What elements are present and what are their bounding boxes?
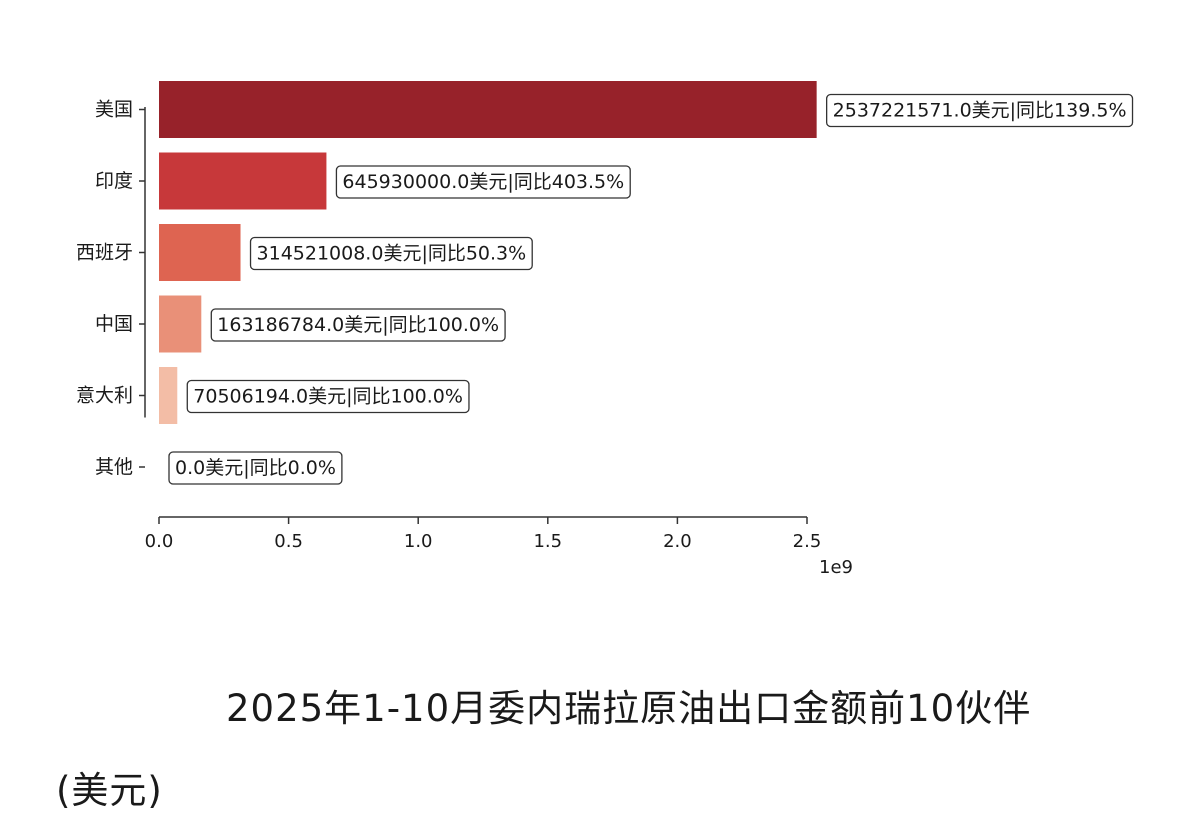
data-label: 163186784.0美元|同比100.0% — [210, 308, 506, 342]
data-label-box — [210, 308, 506, 342]
data-label-box — [249, 236, 533, 271]
y-tick-label: 意大利 — [76, 385, 133, 407]
x-tick-label: 0.5 — [274, 531, 303, 552]
bar-chart: 2537221571.0美元|同比139.5% 645930000.0美元|同比4… — [76, 81, 1134, 579]
bar-3 — [159, 224, 241, 281]
data-label-text: 314521008.0美元|同比50.3% — [257, 243, 527, 265]
data-label-text: 70506194.0美元|同比100.0% — [193, 386, 463, 408]
bar-4 — [159, 295, 202, 353]
x-tick-label: 2.0 — [663, 531, 692, 552]
y-tick-label: 印度 — [95, 170, 133, 192]
data-label-box — [335, 165, 631, 199]
bar-2 — [159, 152, 327, 210]
data-label-text: 163186784.0美元|同比100.0% — [217, 314, 499, 336]
x-tick-label: 1.0 — [404, 531, 433, 552]
data-label: 0.0美元|同比0.0% — [168, 451, 343, 485]
x-tick-label: 2.5 — [793, 531, 822, 552]
y-tick-label: 中国 — [95, 313, 133, 335]
data-label-text: 0.0美元|同比0.0% — [175, 457, 336, 479]
data-label-box — [825, 93, 1134, 128]
bar-1 — [159, 81, 817, 138]
y-tick-label: 美国 — [95, 99, 133, 121]
x-tick-label: 0.0 — [145, 531, 174, 552]
data-labels-layer: 2537221571.0美元|同比139.5% 645930000.0美元|同比4… — [168, 93, 1134, 485]
data-label-box — [186, 379, 470, 414]
x-axis-offset-label: 1e9 — [819, 557, 853, 578]
data-label: 314521008.0美元|同比50.3% — [249, 236, 533, 271]
y-tick-label: 其他 — [95, 456, 133, 478]
x-tick-label: 1.5 — [533, 531, 562, 552]
data-label: 70506194.0美元|同比100.0% — [186, 379, 470, 414]
bar-5 — [159, 367, 178, 424]
data-label: 2537221571.0美元|同比139.5% — [825, 93, 1134, 128]
chart-title-unit: (美元) — [56, 769, 163, 812]
data-label-box — [168, 451, 343, 485]
data-label: 645930000.0美元|同比403.5% — [335, 165, 631, 199]
chart-title: 2025年1-10月委内瑞拉原油出口金额前10伙伴 — [226, 687, 1032, 730]
bars-layer — [159, 81, 817, 424]
y-tick-label: 西班牙 — [76, 242, 133, 264]
data-label-text: 2537221571.0美元|同比139.5% — [833, 100, 1127, 122]
data-label-text: 645930000.0美元|同比403.5% — [342, 171, 624, 193]
